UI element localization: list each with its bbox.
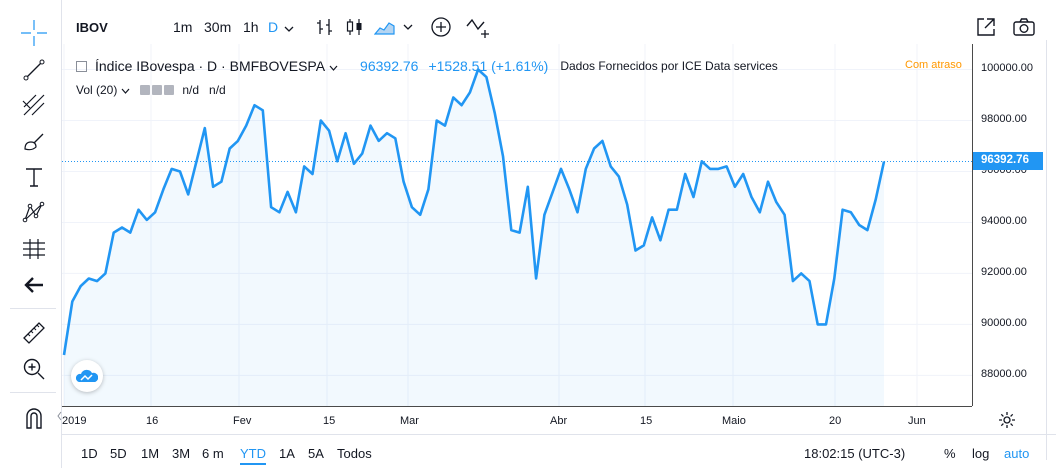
x-tick-label: 20 <box>829 415 842 427</box>
x-tick-label: Mar <box>400 415 419 427</box>
x-tick-label: Fev <box>233 415 252 427</box>
percent-scale-toggle[interactable]: % <box>944 446 956 461</box>
range-1a[interactable]: 1A <box>279 446 295 461</box>
tradingview-logo-button[interactable] <box>71 360 103 392</box>
fib-tools-icon[interactable] <box>20 91 48 119</box>
delay-badge: Com atraso <box>905 59 962 71</box>
magnet-icon[interactable] <box>20 404 48 432</box>
eye-icon[interactable] <box>140 85 151 95</box>
price-change: +1528.51 (+1.61%) <box>428 58 549 74</box>
pattern-tool-icon[interactable] <box>20 198 48 226</box>
y-tick-label: 98000.00 <box>981 113 1027 126</box>
price-axis[interactable]: 88000.00 90000.00 92000.00 94000.00 96000.00… <box>972 44 1046 406</box>
zoom-in-icon[interactable] <box>20 355 48 383</box>
x-tick-label: 15 <box>640 415 653 427</box>
candles-icon[interactable] <box>342 14 368 40</box>
volume-legend: Vol (20) n/d n/d <box>76 83 226 97</box>
chevron-down-icon[interactable] <box>283 16 295 42</box>
brush-icon[interactable] <box>20 127 48 155</box>
price-chart[interactable] <box>62 44 972 406</box>
cloud-chart-icon <box>76 369 98 382</box>
indicators-icon[interactable] <box>466 14 492 40</box>
legend-chevron-icon[interactable] <box>329 58 338 74</box>
series-line[interactable] <box>62 68 886 356</box>
volume-value-2: n/d <box>209 83 226 97</box>
chart-type-chevron-icon[interactable] <box>400 14 416 40</box>
toolbar-divider <box>10 308 56 309</box>
y-tick-label: 88000.00 <box>981 368 1027 381</box>
top-toolbar: IBOV 1m 30m 1h D <box>0 0 1056 56</box>
back-arrow-icon[interactable] <box>20 271 48 299</box>
trend-line-icon[interactable] <box>20 56 48 84</box>
range-5a[interactable]: 5A <box>308 446 324 461</box>
y-tick-label: 92000.00 <box>981 266 1027 279</box>
last-price-tag: 96392.76 <box>973 152 1043 171</box>
x-tick-label: 16 <box>146 415 159 427</box>
log-scale-toggle[interactable]: log <box>972 446 990 461</box>
prediction-tool-icon[interactable] <box>20 235 48 263</box>
volume-label[interactable]: Vol (20) <box>76 83 118 97</box>
bottom-toolbar: 1D 5D 1M 3M 6 m YTD 1A 5A Todos 18:02:15… <box>62 434 1056 468</box>
data-source: Dados Fornecidos por ICE Data services <box>560 59 778 73</box>
remove-icon[interactable] <box>164 85 175 95</box>
drawing-toolbar <box>0 0 62 468</box>
timeframe-30m[interactable]: 30m <box>204 19 232 35</box>
range-ytd[interactable]: YTD <box>240 446 266 465</box>
compare-add-icon[interactable] <box>428 14 454 40</box>
x-tick-label: Jun <box>908 415 926 427</box>
toolbar-divider <box>10 392 56 393</box>
x-tick-label: Maio <box>722 415 746 427</box>
x-tick-label: 15 <box>323 415 336 427</box>
series-legend: Índice IBovespa · D · BMFBOVESPA 96392.7… <box>76 58 778 74</box>
timeframe-1m[interactable]: 1m <box>173 19 193 35</box>
timeframe-1h[interactable]: 1h <box>243 19 259 35</box>
range-1d[interactable]: 1D <box>81 446 98 461</box>
clock[interactable]: 18:02:15 (UTC-3) <box>804 446 906 461</box>
chart-canvas[interactable] <box>62 44 972 406</box>
toolbar-collapse-handle[interactable] <box>56 404 62 428</box>
series-title[interactable]: Índice IBovespa · D · BMFBOVESPA <box>95 58 326 74</box>
last-price: 96392.76 <box>360 58 419 74</box>
timeframe-d[interactable]: D <box>268 19 279 35</box>
x-tick-label: 2019 <box>62 415 87 427</box>
gear-icon[interactable] <box>998 411 1016 429</box>
range-all[interactable]: Todos <box>337 446 372 461</box>
volume-chevron-icon[interactable] <box>121 83 130 97</box>
range-6m[interactable]: 6 m <box>202 446 224 461</box>
crosshair-icon[interactable] <box>20 19 48 47</box>
volume-value-1: n/d <box>182 83 200 97</box>
camera-icon[interactable] <box>1011 14 1037 40</box>
series-area-fill <box>64 69 884 406</box>
range-1m[interactable]: 1M <box>141 446 160 461</box>
bar-chart-icon[interactable] <box>312 14 338 40</box>
open-external-icon[interactable] <box>973 14 999 40</box>
y-tick-label: 100000.00 <box>981 62 1033 75</box>
x-tick-label: Abr <box>550 415 568 427</box>
symbol-label[interactable]: IBOV <box>76 20 108 35</box>
range-5d[interactable]: 5D <box>110 446 127 461</box>
scrollbar[interactable] <box>1046 40 1056 460</box>
settings-icon[interactable] <box>152 85 163 95</box>
ruler-icon[interactable] <box>20 319 48 347</box>
text-tool-icon[interactable] <box>20 163 48 191</box>
time-axis[interactable]: 2019 16 Fev 15 Mar Abr 15 Maio 20 Jun <box>62 406 972 434</box>
area-chart-icon[interactable] <box>372 14 398 40</box>
range-3m[interactable]: 3M <box>172 446 191 461</box>
y-tick-label: 90000.00 <box>981 317 1027 330</box>
y-tick-label: 94000.00 <box>981 215 1027 228</box>
auto-scale-toggle[interactable]: auto <box>1004 446 1030 461</box>
series-visibility-icon[interactable] <box>76 60 87 72</box>
